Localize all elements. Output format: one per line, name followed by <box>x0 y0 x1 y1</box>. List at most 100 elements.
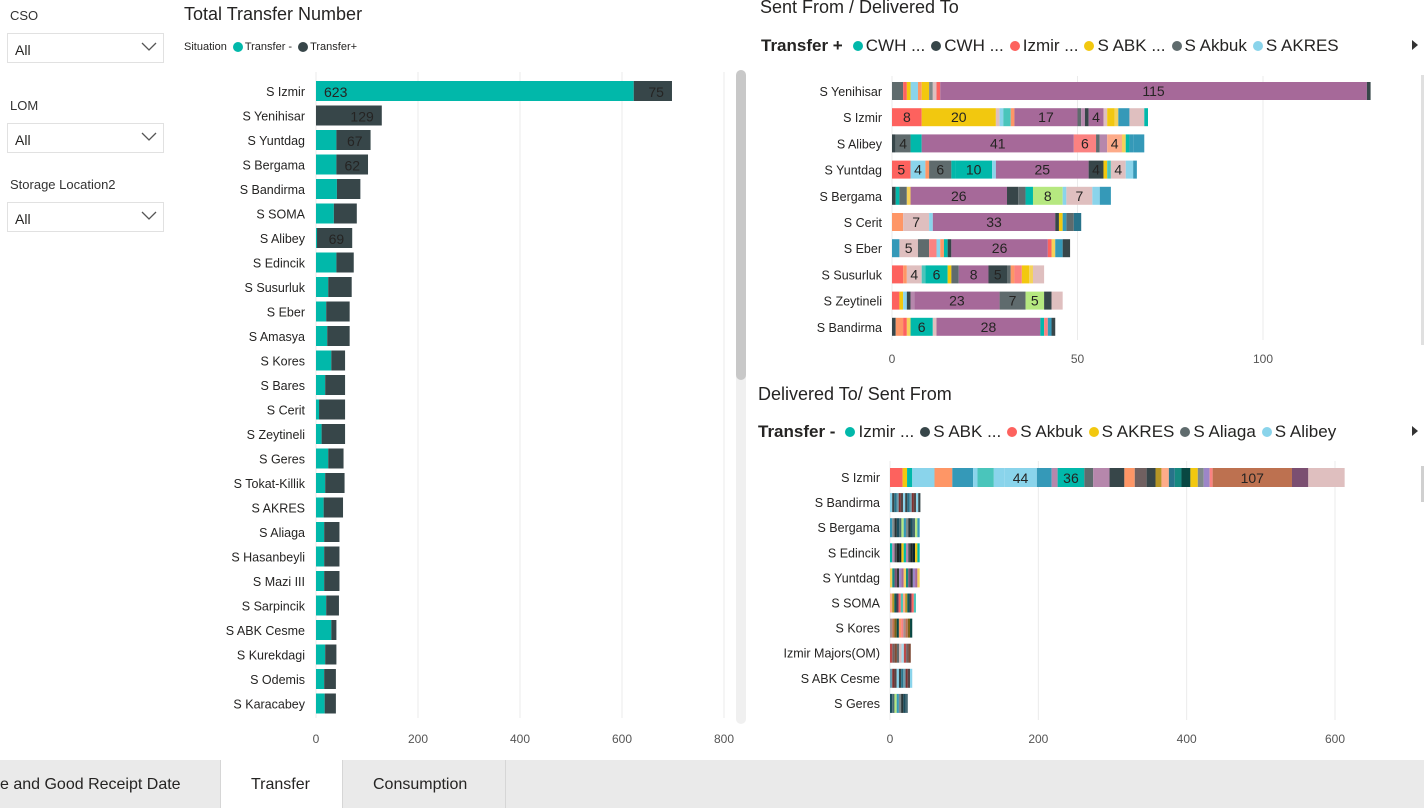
bar-segment <box>1055 213 1059 231</box>
category-label: S Bergama <box>242 159 305 173</box>
bar-segment <box>896 668 899 688</box>
bar-transfer-minus <box>316 252 337 273</box>
bar-segment <box>977 468 994 487</box>
bar-transfer-minus <box>316 228 318 248</box>
bar-segment <box>901 543 904 563</box>
filter-lom-dropdown[interactable]: All <box>7 123 164 153</box>
bar-segment <box>908 568 911 588</box>
legend-item-transfer-plus[interactable]: Transfer+ <box>298 41 357 53</box>
bar-segment <box>892 82 904 100</box>
left-chart-scrollbar-track[interactable] <box>736 70 746 724</box>
bar-segment <box>892 493 895 513</box>
bar-segment <box>894 493 897 513</box>
right-scroll-hint-top[interactable] <box>1421 75 1424 345</box>
bar-segment <box>907 618 911 638</box>
category-label: S Edincik <box>253 257 306 271</box>
bar-segment <box>988 265 1008 284</box>
bar-segment <box>907 493 910 513</box>
bar-segment <box>908 543 911 563</box>
legend-item-transfer-minus[interactable]: Transfer - <box>232 41 292 53</box>
data-label: 41 <box>990 135 1006 151</box>
legend-dot-icon <box>1180 427 1191 437</box>
bar-transfer-minus <box>316 448 329 469</box>
bar-segment <box>1084 108 1089 127</box>
bar-segment <box>899 568 902 588</box>
legend-item-bottom-4[interactable]: S Aliaga <box>1180 422 1256 442</box>
bar-transfer-plus <box>321 424 346 444</box>
bar-segment <box>909 493 912 513</box>
x-tick-label: 200 <box>1028 732 1048 746</box>
bar-segment <box>1144 108 1148 127</box>
data-label: 4 <box>899 135 907 151</box>
bar-segment <box>903 493 906 513</box>
bar-segment <box>1109 468 1125 487</box>
category-label: S Alibey <box>837 137 883 151</box>
legend-next-arrow-icon[interactable] <box>1411 40 1419 50</box>
data-label: 36 <box>1063 470 1079 486</box>
bar-transfer-minus <box>316 375 326 395</box>
bar-segment <box>999 291 1026 310</box>
data-label: 62 <box>344 158 360 174</box>
bar-segment <box>940 239 944 258</box>
legend-item-bottom-1[interactable]: S ABK ... <box>920 422 1001 442</box>
legend-item-top-2[interactable]: Izmir ... <box>1009 36 1078 56</box>
data-label: 107 <box>1241 470 1265 486</box>
bar-segment <box>890 643 893 663</box>
bar-segment <box>901 693 904 713</box>
tab-good-receipt-date[interactable]: e and Good Receipt Date <box>0 760 221 808</box>
data-label: 25 <box>1034 162 1050 178</box>
legend-item-top-0[interactable]: CWH ... <box>852 36 925 56</box>
filter-cso-dropdown[interactable]: All <box>7 33 164 63</box>
category-label: S ABK Cesme <box>226 624 305 638</box>
bar-segment <box>903 317 907 336</box>
bar-transfer-minus <box>316 179 337 199</box>
bar-segment <box>1021 265 1030 284</box>
legend-item-bottom-2[interactable]: S Akbuk <box>1007 422 1083 442</box>
category-label: S Zeytineli <box>247 428 305 442</box>
category-label: S Bares <box>261 379 305 393</box>
x-tick-label: 100 <box>1253 352 1273 366</box>
bar-segment <box>914 291 1000 310</box>
category-label: S Alibey <box>260 232 306 246</box>
right-scroll-hint-bottom[interactable] <box>1421 466 1424 502</box>
bar-segment <box>943 239 948 258</box>
tab-consumption[interactable]: Consumption <box>343 760 506 808</box>
bar-transfer-minus <box>316 669 325 689</box>
bar-segment <box>1032 186 1063 205</box>
filter-storage-location-dropdown[interactable]: All <box>7 202 164 232</box>
bar-transfer-minus <box>316 350 332 371</box>
bar-segment <box>1029 265 1033 284</box>
category-label: S Geres <box>259 453 305 467</box>
legend-next-arrow-icon[interactable] <box>1411 426 1419 436</box>
legend-item-top-1[interactable]: CWH ... <box>931 36 1004 56</box>
legend-item-top-4[interactable]: S Akbuk <box>1171 36 1247 56</box>
tab-transfer[interactable]: Transfer <box>221 760 343 808</box>
bar-transfer-plus <box>316 105 382 126</box>
bar-segment <box>1066 213 1074 231</box>
legend-item-bottom-0[interactable]: Izmir ... <box>845 422 914 442</box>
bar-segment <box>898 618 902 638</box>
legend-item-bottom-5[interactable]: S Alibey <box>1261 422 1336 442</box>
bar-segment <box>910 543 913 563</box>
bar-segment <box>947 265 952 284</box>
category-label: S AKRES <box>252 502 306 516</box>
category-label: S Bandirma <box>815 496 880 510</box>
legend-item-top-3[interactable]: S ABK ... <box>1084 36 1166 56</box>
bar-segment <box>921 265 926 284</box>
bar-segment <box>1107 134 1123 153</box>
legend-item-bottom-3[interactable]: S AKRES <box>1088 422 1174 442</box>
bar-segment <box>925 160 930 179</box>
bar-segment <box>907 468 913 487</box>
data-label: 69 <box>329 231 345 247</box>
bottom-right-legend-title: Transfer - <box>758 422 836 441</box>
bar-segment <box>1366 82 1371 100</box>
left-chart-scrollbar-thumb[interactable] <box>736 70 746 380</box>
legend-item-top-5[interactable]: S AKRES <box>1252 36 1339 56</box>
legend-dot-icon <box>1261 427 1272 437</box>
bar-segment <box>1107 160 1111 179</box>
bar-segment <box>903 82 907 100</box>
bar-segment <box>912 518 916 538</box>
bar-segment <box>892 213 904 231</box>
bar-segment <box>895 134 911 153</box>
bar-segment <box>1133 134 1145 153</box>
